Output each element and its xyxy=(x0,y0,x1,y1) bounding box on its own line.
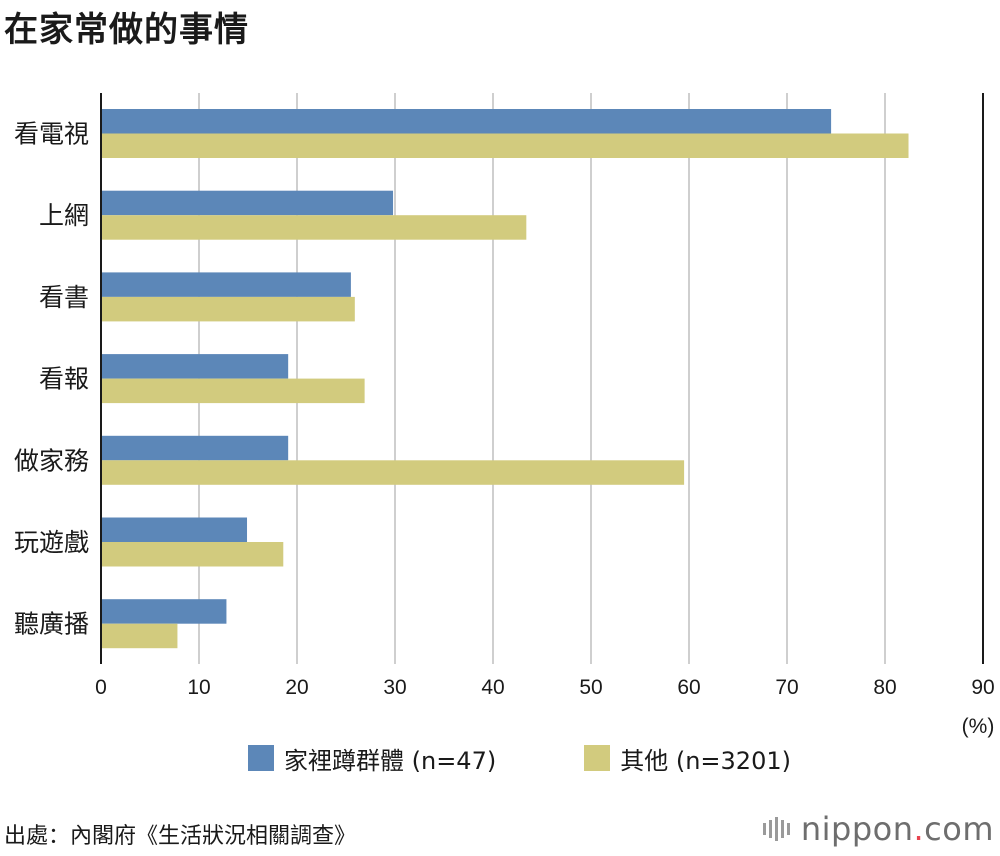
x-tick-label: 70 xyxy=(775,676,798,699)
bar-hikikomori xyxy=(101,354,289,379)
bar-hikikomori xyxy=(101,435,289,461)
x-tick-label: 30 xyxy=(383,676,406,699)
legend-swatch-hikikomori xyxy=(248,745,274,771)
brand-name: nippon.com xyxy=(800,810,994,848)
x-tick-label: 50 xyxy=(579,676,602,699)
category-label: 上網 xyxy=(39,201,89,230)
gridlines xyxy=(198,93,886,664)
x-axis-unit-label: (%) xyxy=(962,715,995,738)
x-tick-label: 60 xyxy=(677,676,700,699)
bar-others xyxy=(101,215,527,240)
x-tick-label: 0 xyxy=(95,676,107,699)
legend: 家裡蹲群體 (n=47) 其他 (n=3201) xyxy=(248,740,879,776)
bar-others xyxy=(101,460,685,485)
bars xyxy=(101,109,909,649)
brand-signal-icon xyxy=(762,817,793,841)
bar-others xyxy=(101,542,284,567)
source-note: 出處：內閣府《生活狀況相關調查》 xyxy=(4,824,357,849)
brand-logo: nippon.com xyxy=(762,810,994,848)
x-tick-label: 10 xyxy=(187,676,210,699)
category-label: 玩遊戲 xyxy=(14,528,89,557)
bar-hikikomori xyxy=(101,272,351,297)
chart-title: 在家常做的事情 xyxy=(4,10,249,50)
tick-labels: 0 10 20 30 40 50 60 70 80 90 xyxy=(95,676,995,699)
category-label: 看報 xyxy=(39,365,89,394)
bar-hikikomori xyxy=(101,517,248,542)
legend-label-hikikomori: 家裡蹲群體 (n=47) xyxy=(284,746,497,775)
axes xyxy=(100,93,984,664)
bar-others xyxy=(101,133,909,158)
bar-hikikomori xyxy=(101,599,227,624)
bar-others xyxy=(101,623,178,649)
category-label: 聽廣播 xyxy=(14,610,89,639)
category-label: 看電視 xyxy=(14,120,89,149)
category-label: 看書 xyxy=(39,283,89,312)
bar-hikikomori xyxy=(101,109,832,134)
x-tick-label: 80 xyxy=(873,676,896,699)
bar-others xyxy=(101,378,365,404)
legend-label-others: 其他 (n=3201) xyxy=(620,746,791,775)
bar-hikikomori xyxy=(101,190,394,216)
legend-item-hikikomori: 家裡蹲群體 (n=47) xyxy=(248,741,496,776)
x-tick-label: 40 xyxy=(481,676,504,699)
x-tick-label: 20 xyxy=(285,676,308,699)
category-label: 做家務 xyxy=(14,446,89,475)
legend-swatch-others xyxy=(584,745,611,771)
legend-item-others: 其他 (n=3201) xyxy=(584,741,791,776)
x-tick-label: 90 xyxy=(971,676,994,699)
bar-others xyxy=(101,296,355,322)
